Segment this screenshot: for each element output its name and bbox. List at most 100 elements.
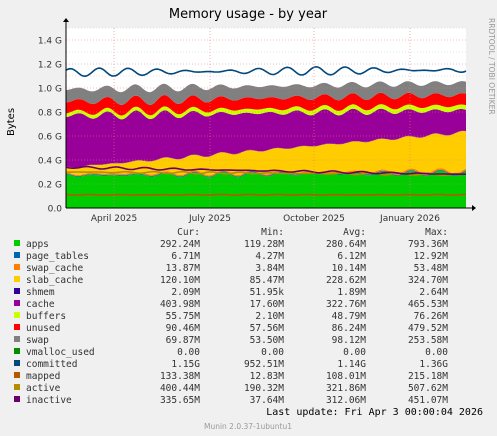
legend-value: 69.87M [166, 335, 201, 346]
legend-swatch-mapped [14, 372, 20, 378]
legend-value: 98.12M [332, 335, 367, 346]
legend-value: 465.53M [408, 299, 448, 310]
legend-value: 292.24M [160, 239, 200, 250]
legend-header: Cur: [177, 227, 200, 238]
legend-value: 12.92M [414, 251, 449, 262]
legend-swatch-committed [14, 360, 20, 366]
area-page_tables [66, 169, 466, 178]
legend-swatch-swap [14, 336, 20, 342]
legend-value: 119.28M [244, 239, 284, 250]
legend-header: Max: [425, 227, 448, 238]
y-tick-label: 1.4 G [38, 37, 62, 47]
legend-value: 53.50M [250, 335, 285, 346]
line-mapped [65, 193, 467, 196]
munin-version: Munin 2.0.37-1ubuntu1 [204, 422, 292, 431]
legend-value: 451.07M [408, 395, 448, 406]
x-tick-label: January 2026 [379, 214, 440, 224]
legend-value: 120.10M [160, 275, 200, 286]
legend-swatch-apps [14, 240, 20, 246]
area-unused [66, 92, 466, 116]
legend-value: 952.51M [244, 359, 284, 370]
legend-value: 322.76M [326, 299, 366, 310]
y-tick-label: 1.2 G [38, 61, 62, 71]
legend-label-buffers: buffers [26, 311, 66, 322]
legend-value: 1.14G [337, 359, 366, 370]
area-apps [66, 170, 466, 208]
legend-value: 48.79M [332, 311, 367, 322]
legend-value: 215.18M [408, 371, 448, 382]
legend-header: Avg: [343, 227, 366, 238]
line-inactive [65, 165, 466, 175]
x-tick-label: October 2025 [283, 214, 345, 224]
legend-value: 280.64M [326, 239, 366, 250]
legend-value: 12.83M [250, 371, 285, 382]
legend-value: 228.62M [326, 275, 366, 286]
legend-value: 0.00 [343, 347, 366, 358]
legend-label-vmalloc_used: vmalloc_used [26, 347, 95, 358]
legend-value: 507.62M [408, 383, 448, 394]
y-tick-label: 0.0 [48, 205, 63, 215]
legend-label-mapped: mapped [26, 371, 60, 382]
legend-value: 86.24M [332, 323, 367, 334]
legend-swatch-buffers [14, 312, 20, 318]
legend-swatch-vmalloc_used [14, 348, 20, 354]
legend-swatch-active [14, 384, 20, 390]
legend-value: 190.32M [244, 383, 284, 394]
x-axis-arrow [472, 205, 476, 211]
area-shmem [66, 130, 466, 168]
legend-label-committed: committed [26, 359, 77, 370]
legend-value: 51.95k [250, 287, 285, 298]
legend-value: 2.64M [419, 287, 448, 298]
legend-value: 312.06M [326, 395, 366, 406]
legend-value: 253.58M [408, 335, 448, 346]
legend-label-shmem: shmem [26, 287, 55, 298]
legend-value: 17.60M [250, 299, 285, 310]
legend-value: 76.26M [414, 311, 449, 322]
legend-value: 1.36G [419, 359, 448, 370]
legend-label-swap: swap [26, 335, 49, 346]
legend-value: 793.36M [408, 239, 448, 250]
legend-swatch-inactive [14, 396, 20, 402]
y-tick-label: 0.6 G [38, 133, 62, 143]
y-tick-label: 0.2 G [38, 181, 62, 191]
legend-header: Min: [261, 227, 284, 238]
legend-swatch-page_tables [14, 252, 20, 258]
legend-swatch-shmem [14, 288, 20, 294]
legend-value: 479.52M [408, 323, 448, 334]
legend-value: 85.47M [250, 275, 285, 286]
legend-value: 6.12M [337, 251, 366, 262]
legend-value: 0.00 [261, 347, 284, 358]
y-tick-label: 0.4 G [38, 157, 62, 167]
legend-value: 10.14M [332, 263, 367, 274]
area-slab_cache [66, 131, 466, 176]
legend-value: 335.65M [160, 395, 200, 406]
legend-label-active: active [26, 383, 61, 394]
plot-area: 0.0 0.2 G 0.4 G 0.6 G 0.8 G 1.0 G 1.2 G 1.4 G Ap… [38, 18, 476, 224]
legend-label-unused: unused [26, 323, 60, 334]
x-tick-label: April 2025 [91, 214, 137, 224]
legend-value: 0.00 [425, 347, 448, 358]
legend-value: 324.70M [408, 275, 448, 286]
legend-value: 53.48M [414, 263, 449, 274]
y-axis-label: Bytes [6, 108, 17, 136]
legend-value: 108.01M [326, 371, 366, 382]
legend: Cur: Min: Avg: Max: apps 292.24M 119.28M 280.64… [14, 227, 448, 406]
legend-swatch-swap_cache [14, 264, 20, 270]
legend-label-swap_cache: swap_cache [26, 263, 83, 274]
line-series [65, 65, 467, 196]
chart-title: Memory usage - by year [169, 7, 328, 22]
y-tick-label: 1.0 G [38, 85, 62, 95]
legend-value: 133.38M [160, 371, 200, 382]
y-axis-arrow [63, 18, 69, 22]
legend-swatch-unused [14, 324, 20, 330]
line-committed [65, 65, 467, 78]
legend-swatch-cache [14, 300, 20, 306]
legend-value: 2.10M [255, 311, 284, 322]
legend-value: 1.89M [337, 287, 366, 298]
y-tick-label: 0.8 G [38, 109, 62, 119]
x-tick-label: July 2025 [188, 214, 231, 224]
area-cache [66, 108, 466, 168]
legend-value: 37.64M [250, 395, 285, 406]
legend-value: 57.56M [250, 323, 285, 334]
